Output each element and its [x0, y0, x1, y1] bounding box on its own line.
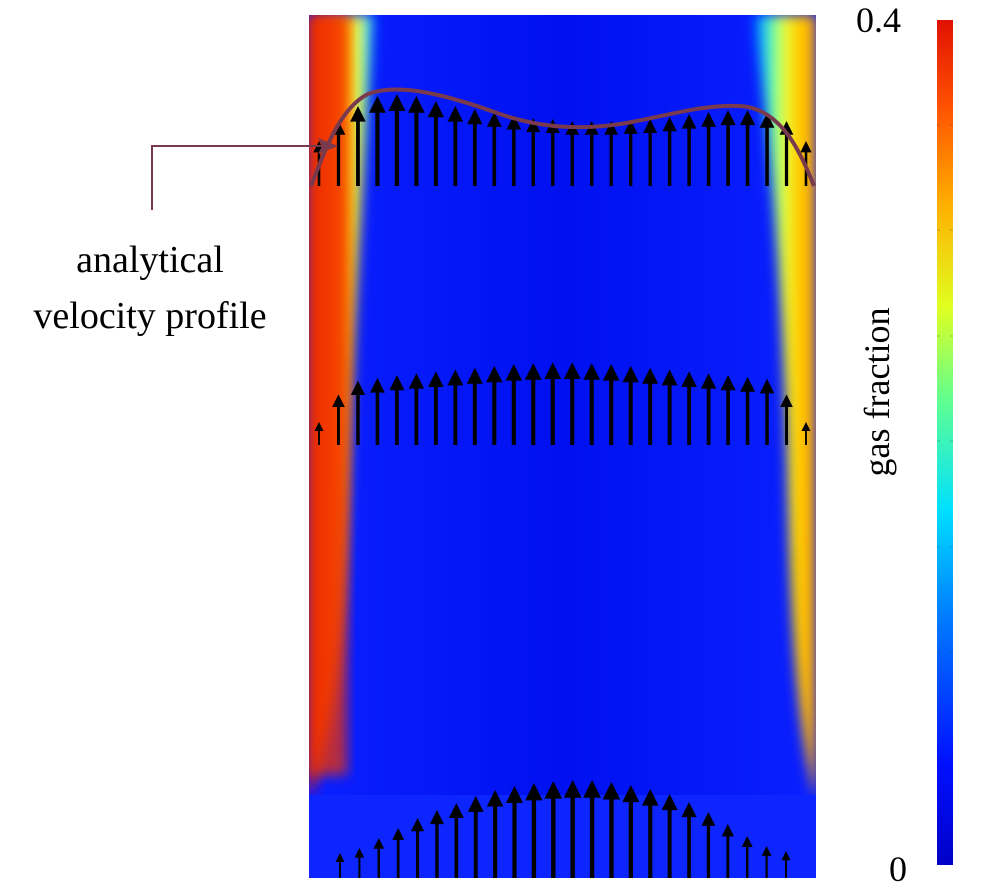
velocity-arrow-head — [721, 824, 735, 837]
velocity-arrow-head — [466, 367, 483, 384]
velocity-arrow-head — [623, 120, 638, 134]
velocity-arrow-head — [701, 112, 717, 127]
velocity-arrows — [313, 94, 812, 878]
velocity-arrow-head — [524, 363, 542, 380]
annotation-arrowhead — [318, 138, 338, 154]
velocity-arrow-head — [467, 796, 484, 812]
velocity-arrow-head — [506, 786, 524, 804]
colorbar-gradient — [937, 20, 953, 865]
velocity-arrow-head — [662, 117, 677, 132]
velocity-arrow-head — [604, 121, 619, 135]
velocity-arrow-head — [447, 106, 464, 122]
velocity-arrow-head — [741, 836, 753, 848]
velocity-arrow-head — [720, 110, 736, 126]
velocity-arrow-head — [701, 812, 716, 826]
velocity-arrow-head — [641, 789, 659, 806]
velocity-arrow-head — [761, 846, 772, 856]
velocity-arrow-head — [602, 782, 621, 800]
velocity-arrow-head — [369, 96, 386, 113]
gas-fraction-field — [309, 15, 816, 878]
velocity-arrow-head — [563, 780, 582, 798]
velocity-arrow-head — [314, 422, 324, 431]
velocity-arrow-head — [486, 365, 503, 383]
velocity-arrow-head — [643, 119, 658, 134]
lower-liquid-region — [309, 795, 816, 878]
velocity-arrow-head — [350, 380, 366, 395]
velocity-arrow-head — [759, 113, 775, 128]
velocity-arrow-head — [622, 785, 640, 803]
velocity-arrow-head — [486, 790, 504, 807]
velocity-arrow-head — [740, 376, 755, 392]
velocity-arrow-head — [448, 803, 464, 818]
velocity-arrow-head — [661, 369, 678, 386]
velocity-arrow-head — [801, 422, 811, 431]
velocity-arrow-head — [681, 802, 697, 818]
velocity-arrow-head — [429, 810, 445, 825]
velocity-arrow-head — [526, 118, 541, 133]
velocity-arrow-head — [681, 114, 697, 129]
annotation-label-line-1: analytical — [76, 239, 224, 281]
velocity-arrow-head — [563, 362, 581, 379]
velocity-arrow-head — [486, 112, 502, 127]
velocity-arrow-head — [388, 94, 406, 112]
velocity-arrow-head — [681, 371, 697, 387]
velocity-arrow-head — [602, 364, 620, 381]
velocity-arrow-head — [392, 828, 405, 840]
velocity-arrow-head — [759, 378, 775, 394]
velocity-arrow-head — [544, 362, 562, 379]
colorbar-min-label: 0 — [889, 849, 907, 889]
velocity-arrow-head — [410, 818, 425, 832]
velocity-arrow-head — [350, 106, 366, 122]
velocity-arrow-head — [642, 367, 659, 384]
velocity-arrow-head — [622, 365, 639, 383]
colorbar — [937, 20, 953, 865]
velocity-arrow-head — [661, 794, 678, 811]
colorbar-ticks — [937, 124, 953, 759]
velocity-arrow-head — [447, 369, 464, 386]
velocity-arrow-head — [506, 115, 522, 130]
velocity-arrow-head — [740, 110, 756, 126]
velocity-arrow-head — [505, 364, 523, 381]
velocity-arrow-head — [583, 780, 601, 798]
velocity-arrow-head — [720, 375, 736, 391]
velocity-arrow-head — [408, 373, 425, 389]
velocity-arrow-head — [373, 838, 385, 849]
velocity-arrow-head — [427, 101, 444, 118]
velocity-arrow-head — [428, 371, 444, 387]
velocity-arrow-head — [354, 848, 365, 858]
colorbar-title: gas fraction — [857, 307, 897, 477]
velocity-arrow-head — [335, 853, 345, 862]
velocity-arrow-head — [467, 109, 483, 125]
velocity-arrow-head — [544, 781, 563, 799]
velocity-arrow-head — [780, 394, 793, 407]
velocity-arrow-head — [332, 394, 345, 407]
velocity-arrow-head — [583, 363, 601, 380]
velocity-arrow-head — [525, 783, 543, 801]
velocity-arrow-head — [800, 141, 812, 153]
velocity-arrow-head — [408, 96, 425, 113]
velocity-arrow-head — [700, 373, 717, 389]
velocity-arrow-head — [370, 377, 385, 393]
colorbar-max-label: 0.4 — [856, 0, 901, 40]
annotation-label-line-2: velocity profile — [33, 295, 267, 337]
right-wall-gas-layer — [752, 15, 816, 800]
annotation-leader-line — [151, 145, 325, 210]
velocity-arrow-head — [389, 375, 405, 391]
analytical-velocity-profile-curve — [309, 87, 816, 187]
velocity-arrow-head — [781, 851, 791, 861]
